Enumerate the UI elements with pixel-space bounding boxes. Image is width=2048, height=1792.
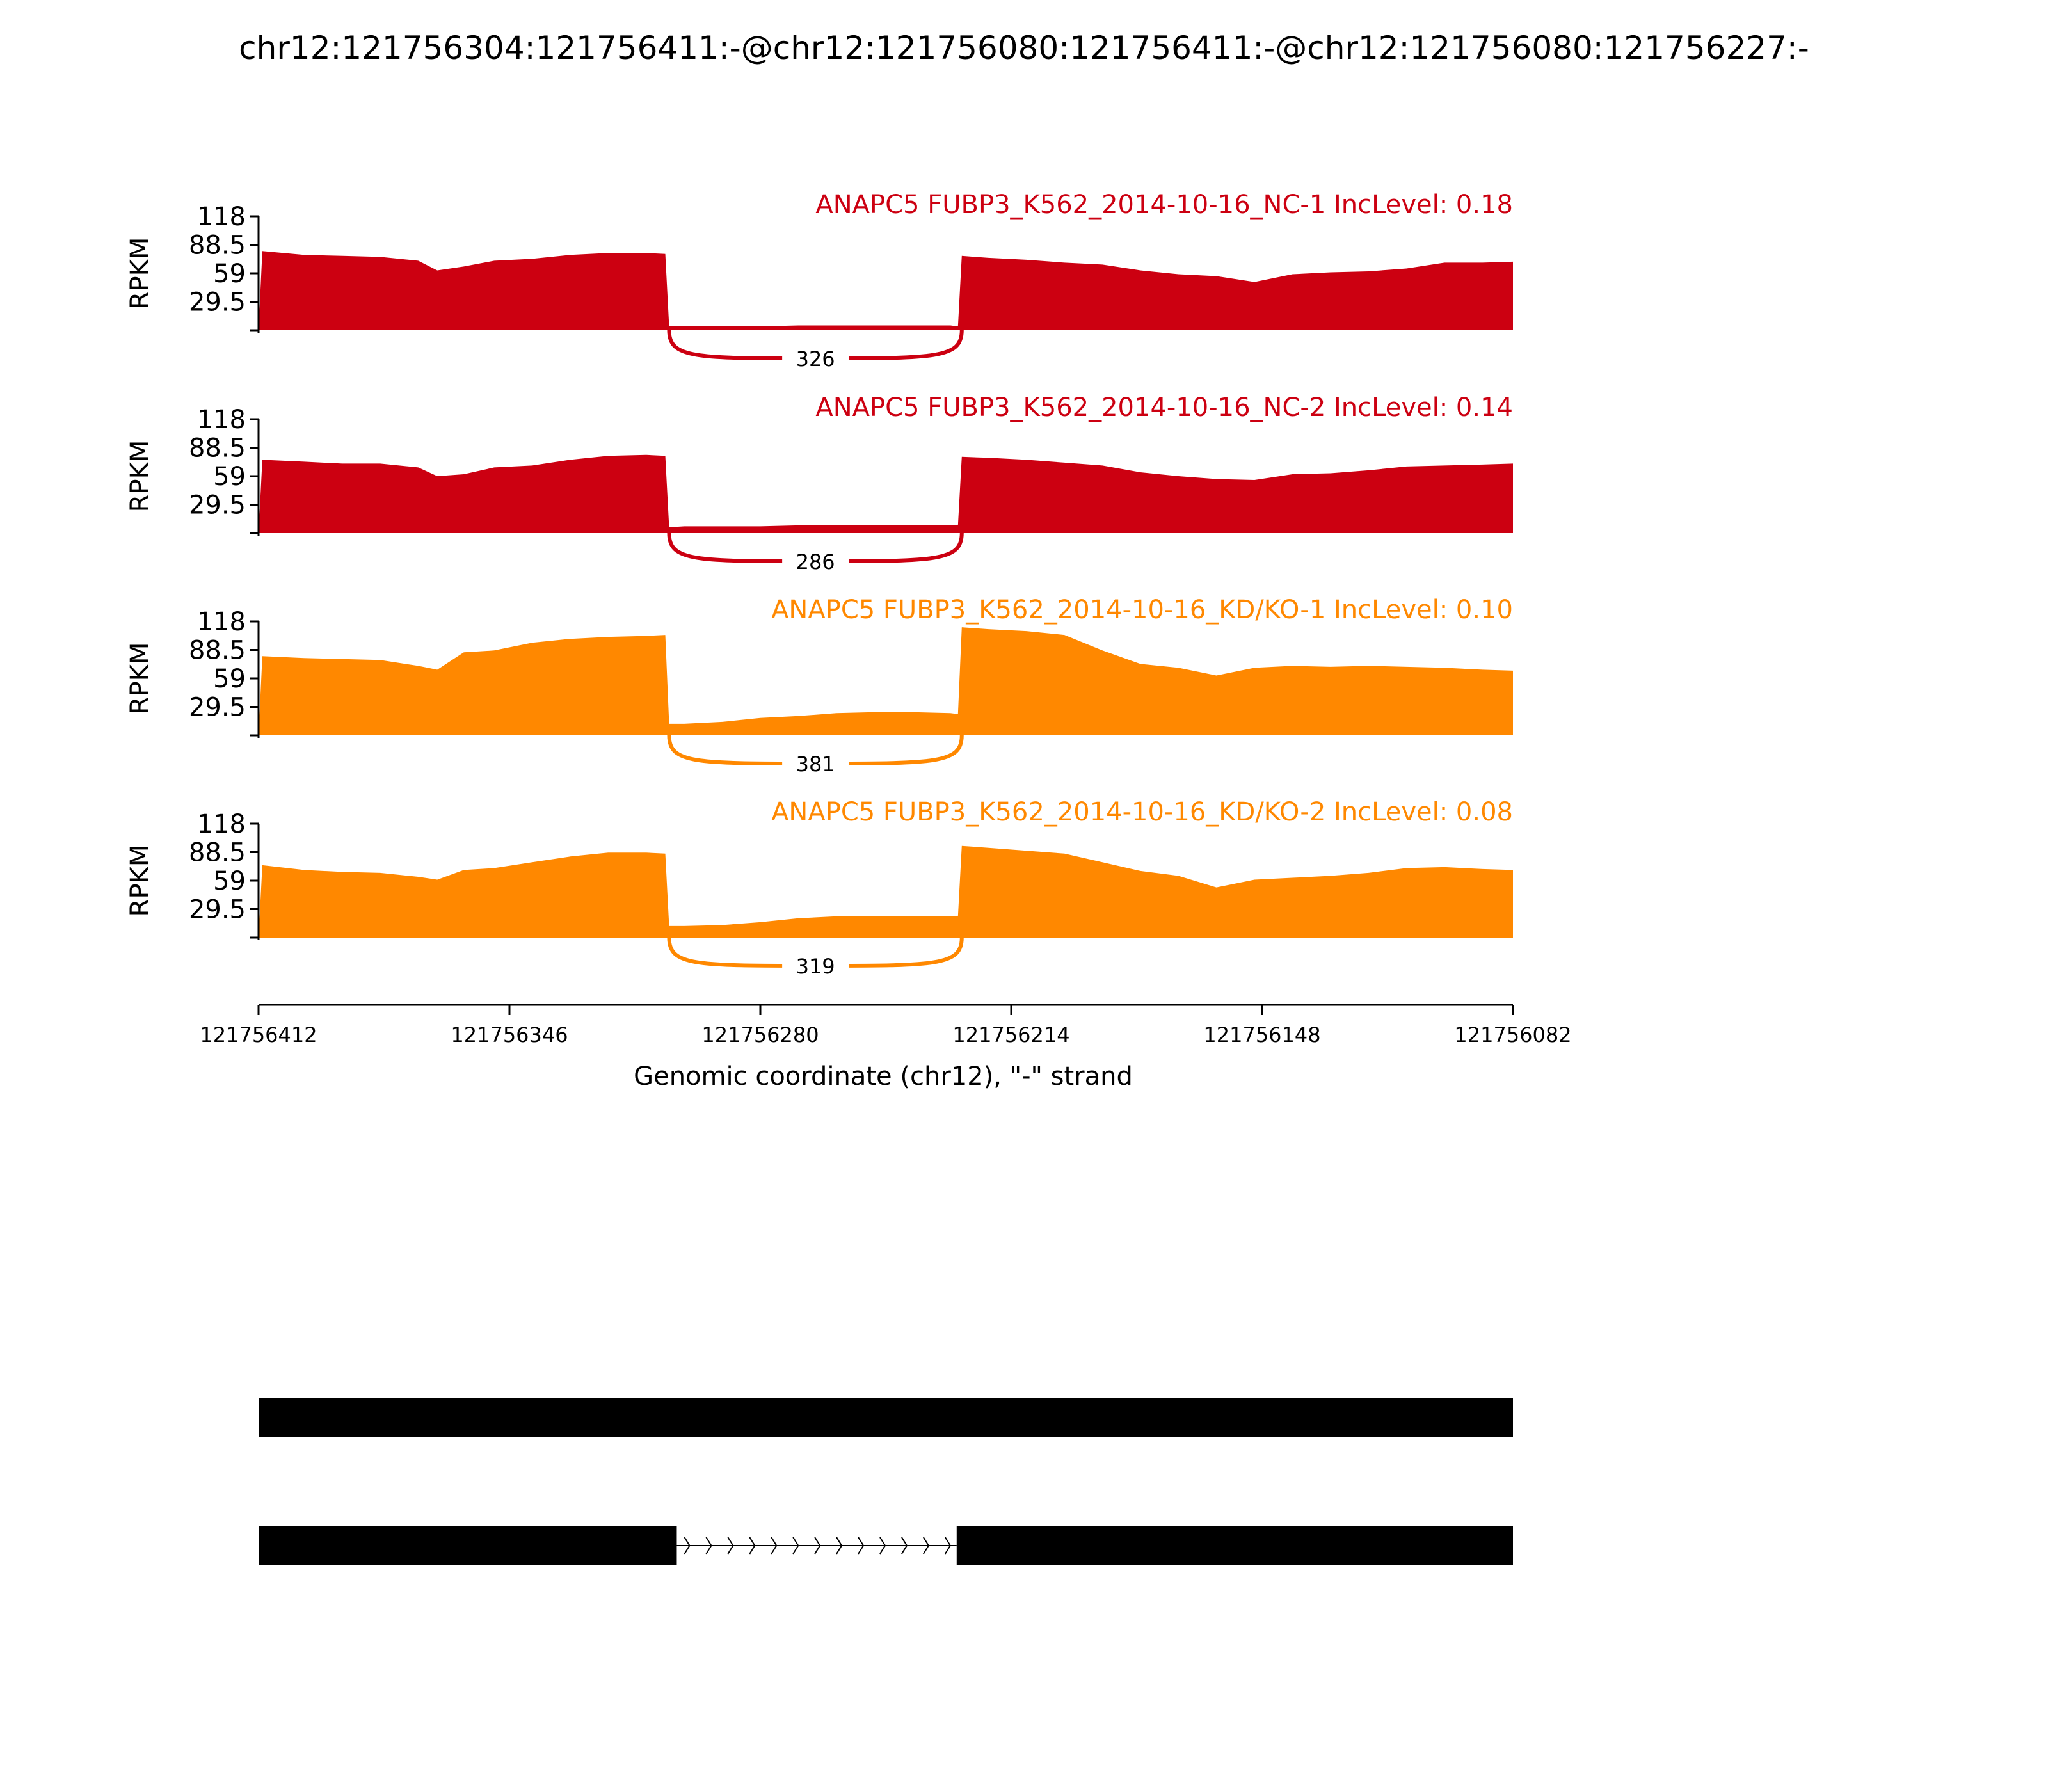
plot-title: chr12:121756304:121756411:-@chr12:121756… [239,29,1809,67]
y-tick-label: 88.5 [189,231,246,260]
junction-label: 326 [796,347,835,371]
sample-label: ANAPC5 FUBP3_K562_2014-10-16_KD/KO-2 Inc… [771,797,1513,827]
strand-arrow [771,1537,778,1555]
y-tick-label: 59 [213,462,246,492]
y-tick-label: 88.5 [189,636,246,666]
strand-arrow [792,1537,799,1555]
junction-label-bg [782,953,849,979]
strand-arrow [727,1537,734,1555]
x-tick-label: 121756082 [1454,1023,1571,1047]
strand-arrow [901,1537,908,1555]
y-tick-label: 118 [197,405,246,435]
y-tick-label: 88.5 [189,434,246,463]
x-tick-label: 121756148 [1203,1023,1320,1047]
coverage-area [259,251,1513,330]
strand-arrow [836,1537,843,1555]
x-tick-label: 121756280 [701,1023,819,1047]
y-axis-label: RPKM [125,440,155,513]
junction-label: 319 [796,954,835,979]
x-tick-label: 121756214 [952,1023,1069,1047]
y-axis-label: RPKM [125,643,155,715]
strand-arrow [749,1537,756,1555]
sample-label: ANAPC5 FUBP3_K562_2014-10-16_KD/KO-1 Inc… [771,595,1513,625]
gene-model [259,1398,1513,1565]
y-tick-label: 29.5 [189,491,246,520]
y-axis-label: RPKM [125,845,155,917]
strand-arrow [944,1537,951,1555]
junction-label-bg [782,751,849,776]
y-axis-label: RPKM [125,237,155,310]
coverage-area [259,627,1513,735]
x-tick-label: 121756346 [451,1023,568,1047]
y-tick-label: 88.5 [189,838,246,868]
strand-arrow [922,1537,930,1555]
junction-label-bg [782,346,849,371]
strand-arrow [814,1537,821,1555]
y-tick-label: 118 [197,202,246,232]
coverage-area [259,454,1513,533]
coverage-area [259,845,1513,938]
x-axis-label: Genomic coordinate (chr12), "-" strand [634,1062,1133,1091]
y-tick-label: 29.5 [189,288,246,317]
sample-label: ANAPC5 FUBP3_K562_2014-10-16_NC-1 IncLev… [815,190,1513,220]
strand-arrow [879,1537,886,1555]
y-tick-label: 29.5 [189,693,246,723]
strand-arrow [858,1537,865,1555]
x-axis: 121756412 121756346 121756280 121756214 1217… [200,1004,1572,1047]
junction-label: 286 [796,550,835,574]
exon-block [259,1526,677,1565]
y-tick-label: 59 [213,664,246,694]
exon-block [259,1398,1513,1437]
y-tick-label: 29.5 [189,895,246,925]
y-tick-label: 118 [197,607,246,637]
y-tick-label: 118 [197,810,246,839]
y-tick-label: 59 [213,867,246,896]
strand-arrow [705,1537,712,1555]
strand-arrow [684,1537,691,1555]
junction-label: 381 [796,752,835,776]
exon-block [956,1526,1513,1565]
y-tick-label: 59 [213,259,246,289]
junction-label-bg [782,548,849,574]
x-tick-label: 121756412 [200,1023,317,1047]
sample-label: ANAPC5 FUBP3_K562_2014-10-16_NC-2 IncLev… [815,393,1513,422]
